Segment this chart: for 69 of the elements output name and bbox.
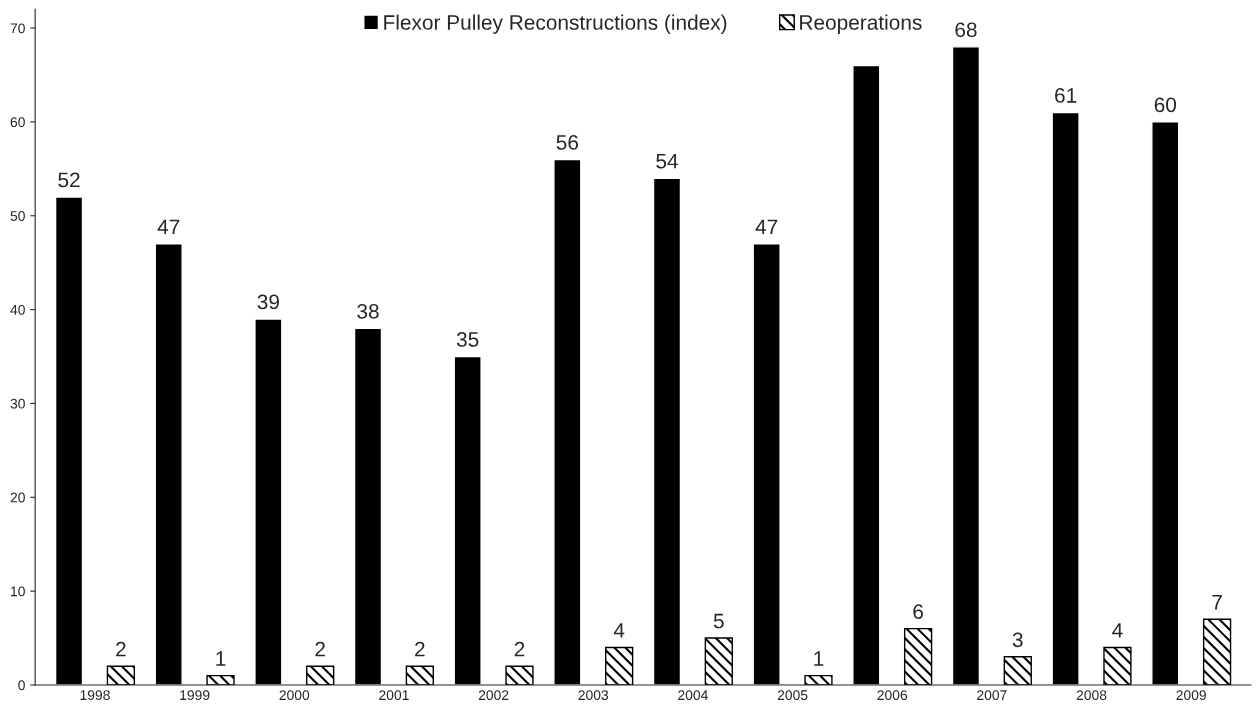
data-label: 2 (116, 641, 126, 657)
data-label: 52 (58, 172, 80, 188)
x-tick-label: 1999 (180, 690, 210, 701)
data-label: 2 (514, 641, 525, 657)
x-tick-label: 2004 (678, 690, 708, 701)
data-label: 35 (456, 332, 479, 347)
data-label: 1 (814, 651, 824, 666)
bar (54, 196, 84, 685)
data-label: 2 (415, 641, 425, 657)
data-label: 7 (1212, 595, 1222, 610)
bar (353, 327, 383, 685)
data-label: 39 (257, 294, 279, 310)
y-tick-label: 0 (18, 680, 25, 691)
bar (206, 674, 235, 685)
x-tick-label: 2007 (977, 690, 1007, 701)
bar (154, 243, 183, 685)
x-tick-label: 2001 (379, 690, 409, 701)
data-label: 6 (913, 604, 923, 619)
y-tick-label: 20 (10, 492, 25, 503)
y-tick-label: 50 (10, 211, 25, 221)
bar (553, 158, 582, 685)
y-tick-label: 60 (10, 117, 25, 128)
data-label: 68 (955, 22, 977, 38)
data-label: 56 (556, 135, 578, 150)
bar (1151, 121, 1180, 685)
bar (804, 674, 833, 685)
bar (405, 665, 434, 685)
bar (652, 177, 682, 685)
y-tick-label: 40 (10, 304, 25, 315)
data-label: 4 (613, 623, 625, 638)
data-label: 47 (157, 219, 180, 235)
x-tick-label: 2005 (777, 690, 808, 701)
x-tick-label: 2006 (877, 690, 908, 701)
bar (1051, 111, 1080, 685)
bar (951, 46, 981, 685)
data-label: 2 (315, 641, 325, 657)
data-label: 3 (1012, 632, 1023, 648)
x-tick-label: 2002 (478, 690, 509, 701)
bar (1003, 656, 1032, 685)
bar (1202, 618, 1232, 685)
bar (1103, 646, 1132, 685)
y-tick-label: 30 (10, 398, 25, 409)
data-label: 4 (1112, 623, 1123, 638)
x-tick-label: 2009 (1176, 690, 1206, 701)
data-label: 1 (216, 651, 226, 666)
data-label: 60 (1154, 97, 1177, 113)
bar (106, 665, 136, 685)
bar (852, 64, 881, 685)
data-label: 54 (656, 154, 678, 169)
bar (453, 355, 482, 685)
bar (306, 665, 335, 685)
bar (903, 627, 933, 685)
y-tick-label: 10 (11, 586, 25, 597)
x-tick-label: 2008 (1076, 690, 1107, 701)
x-tick-label: 1998 (80, 690, 110, 701)
x-tick-label: 2000 (279, 690, 310, 701)
data-label: 47 (755, 219, 778, 235)
legend-label: Reoperations (800, 14, 922, 34)
y-tick-label: 70 (10, 23, 25, 34)
bar (704, 637, 733, 685)
bar (605, 646, 634, 685)
bar (752, 243, 781, 685)
data-label: 61 (1055, 88, 1077, 103)
data-label: 5 (713, 613, 724, 629)
bar (505, 665, 534, 685)
x-tick-label: 2003 (578, 690, 609, 701)
data-label: 38 (357, 303, 379, 319)
bar (254, 318, 283, 685)
legend-label: Flexor Pulley Reconstructions (index) (384, 14, 727, 34)
